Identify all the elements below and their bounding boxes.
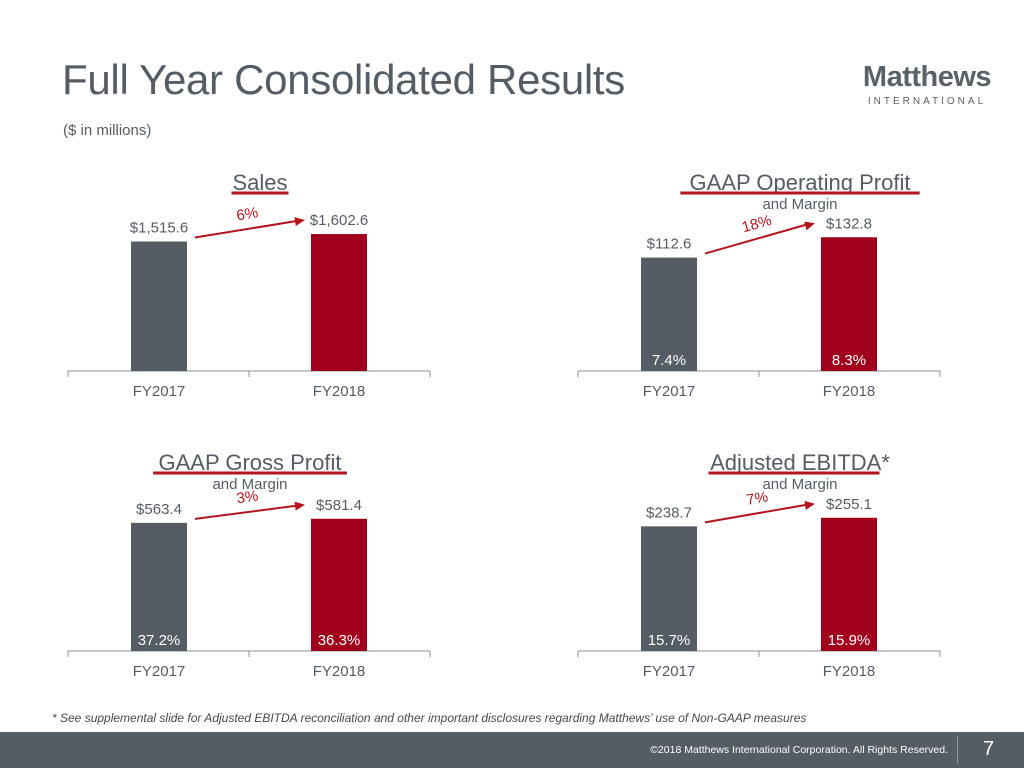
footer-bar: ©2018 Matthews International Corporation… [0, 732, 1024, 768]
category-label: FY2017 [133, 663, 186, 680]
chart-title: Adjusted EBITDA* [710, 450, 890, 475]
logo-name: Matthews [862, 61, 992, 93]
adjusted-ebitda-chart: Adjusted EBITDA* and Margin $238.7 15.7% FY2… [570, 440, 950, 695]
category-label: FY2017 [643, 383, 696, 400]
growth-arrow [194, 219, 300, 239]
growth-label: 18% [740, 212, 773, 236]
growth-label: 3% [236, 488, 260, 508]
category-label: FY2018 [823, 663, 876, 680]
chart-subtitle: and Margin [762, 196, 837, 213]
margin-label: 36.3% [318, 632, 361, 649]
margin-label: 7.4% [652, 352, 686, 369]
value-label: $1,602.6 [310, 212, 368, 229]
chart-title: GAAP Operating Profit [690, 170, 911, 195]
category-label: FY2018 [313, 383, 366, 400]
chart-svg: Sales $1,515.6 FY2017 $1,602.6 FY2018 6% [67, 170, 431, 400]
bar-fy2018 [821, 237, 877, 371]
margin-label: 15.7% [648, 632, 691, 649]
value-label: $563.4 [136, 501, 182, 518]
arrow-head-icon [804, 221, 815, 231]
chart-svg: Adjusted EBITDA*and Margin $238.7 15.7% FY2… [577, 450, 941, 680]
bar-fy2018 [311, 518, 367, 651]
category-label: FY2017 [133, 383, 186, 400]
sales-chart: Sales $1,515.6 FY2017 $1,602.6 FY2018 6% [60, 160, 440, 415]
category-label: FY2018 [823, 383, 876, 400]
chart-subtitle: and Margin [212, 476, 287, 493]
value-label: $1,515.6 [130, 219, 188, 236]
value-label: $255.1 [826, 496, 872, 513]
logo-subtitle: INTERNATIONAL [867, 96, 987, 107]
growth-arrow [194, 504, 300, 520]
gross-profit-chart: GAAP Gross Profit and Margin $563.4 37.2% FY… [60, 440, 440, 695]
arrow-head-icon [804, 501, 815, 510]
category-label: FY2018 [313, 663, 366, 680]
margin-label: 8.3% [832, 352, 866, 369]
growth-arrow [704, 222, 810, 255]
units-note: ($ in millions) [63, 122, 152, 139]
bar-fy2018 [311, 234, 367, 371]
bar-fy2018 [821, 517, 877, 651]
value-label: $112.6 [647, 236, 692, 253]
chart-subtitle: and Margin [762, 476, 837, 493]
chart-title: GAAP Gross Profit [159, 450, 342, 475]
bar-fy2017 [131, 241, 187, 371]
value-label: $132.8 [826, 215, 872, 232]
margin-label: 15.9% [828, 632, 871, 649]
growth-label: 6% [235, 204, 259, 224]
arrow-head-icon [294, 501, 305, 511]
growth-arrow [704, 503, 810, 524]
value-label: $238.7 [646, 504, 692, 521]
margin-label: 37.2% [138, 632, 181, 649]
page-title: Full Year Consolidated Results [62, 56, 626, 103]
company-logo: Matthews INTERNATIONAL [852, 62, 1002, 107]
copyright-text: ©2018 Matthews International Corporation… [650, 744, 948, 756]
category-label: FY2017 [643, 663, 696, 680]
bar-fy2017 [131, 522, 187, 651]
bar-fy2017 [641, 526, 697, 651]
footnote: * See supplemental slide for Adjusted EB… [52, 711, 807, 725]
operating-profit-chart: GAAP Operating Profit and Margin $112.6 7.4… [570, 160, 950, 415]
bar-fy2017 [641, 257, 697, 371]
page-number: 7 [983, 738, 995, 760]
arrow-head-icon [294, 217, 305, 227]
chart-title: Sales [232, 170, 287, 195]
value-label: $581.4 [316, 497, 362, 514]
growth-label: 7% [745, 488, 769, 508]
footer-divider [957, 736, 958, 764]
